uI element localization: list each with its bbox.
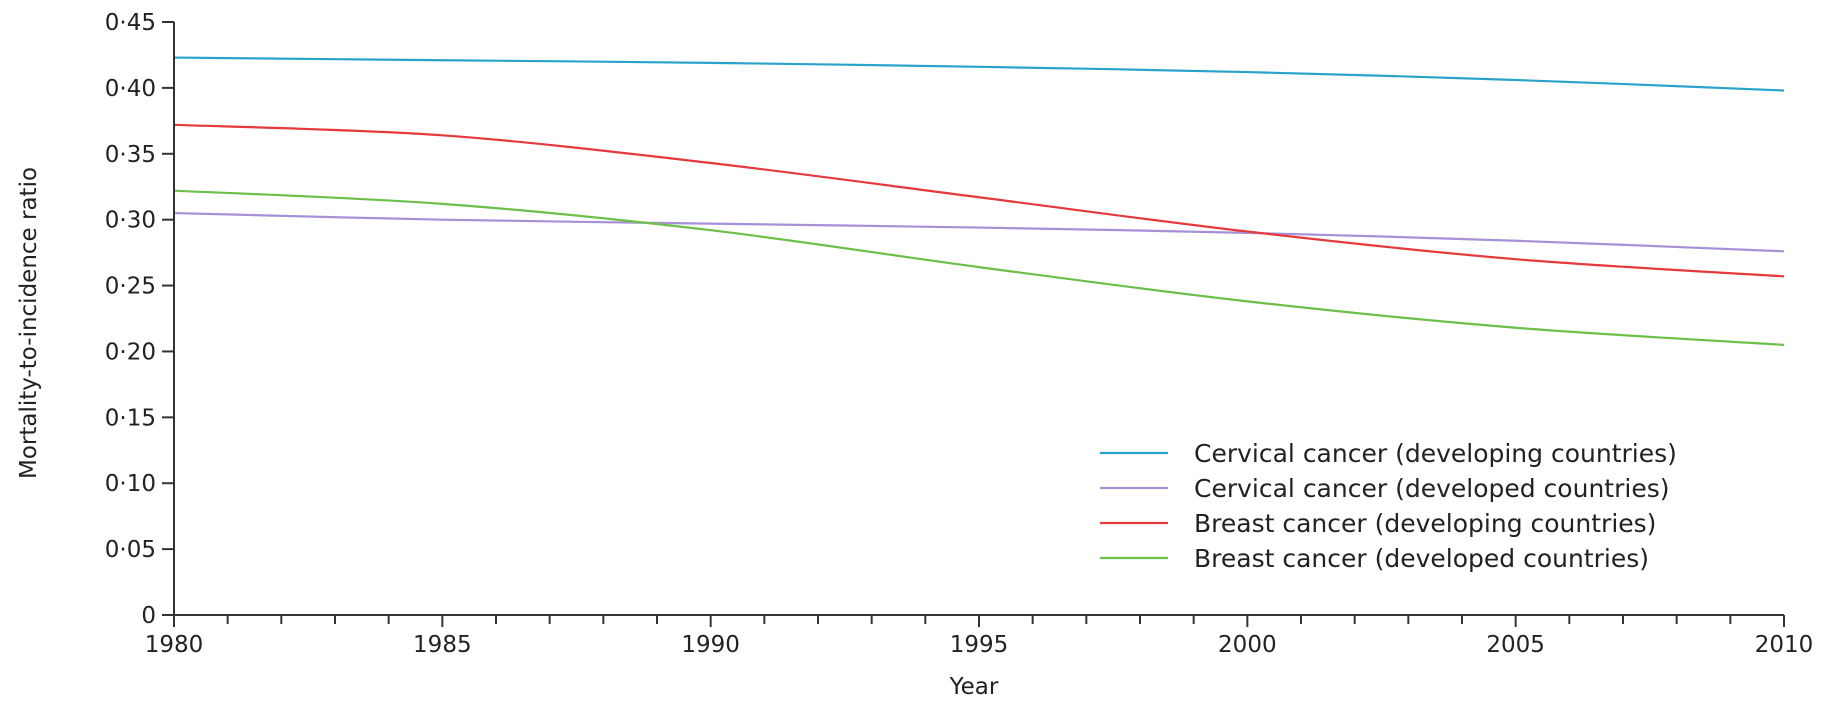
y-tick-label: 0·40 <box>105 76 156 102</box>
x-tick-label: 2000 <box>1218 632 1277 658</box>
y-tick-label: 0·10 <box>105 471 156 497</box>
y-tick-label: 0·35 <box>105 142 156 168</box>
series-line-4 <box>173 189 1785 346</box>
x-axis-title: Year <box>949 674 999 700</box>
x-tick-label: 1985 <box>413 632 472 658</box>
x-tick-label: 2005 <box>1486 632 1545 658</box>
legend-label: Cervical cancer (developing countries) <box>1194 439 1677 468</box>
y-axis-title: Mortality-to-incidence ratio <box>16 167 42 479</box>
series-line-2 <box>173 211 1785 253</box>
legend-label: Breast cancer (developed countries) <box>1194 544 1649 573</box>
y-tick-label: 0·30 <box>105 208 156 234</box>
series-line-3 <box>173 123 1785 278</box>
y-tick-label: 0·05 <box>105 537 156 563</box>
series-line-1 <box>173 56 1785 92</box>
x-tick-label: 1980 <box>145 632 204 658</box>
x-tick-label: 1990 <box>681 632 740 658</box>
y-tick-label: 0 <box>141 603 156 629</box>
y-tick-label: 0·15 <box>105 405 156 431</box>
y-tick-label: 0·20 <box>105 339 156 365</box>
y-tick-label: 0·45 <box>105 10 156 36</box>
x-tick-label: 2010 <box>1755 632 1814 658</box>
legend-label: Breast cancer (developing countries) <box>1194 509 1656 538</box>
y-tick-label: 0·25 <box>105 274 156 300</box>
legend-label: Cervical cancer (developed countries) <box>1194 474 1669 503</box>
x-tick-label: 1995 <box>950 632 1009 658</box>
